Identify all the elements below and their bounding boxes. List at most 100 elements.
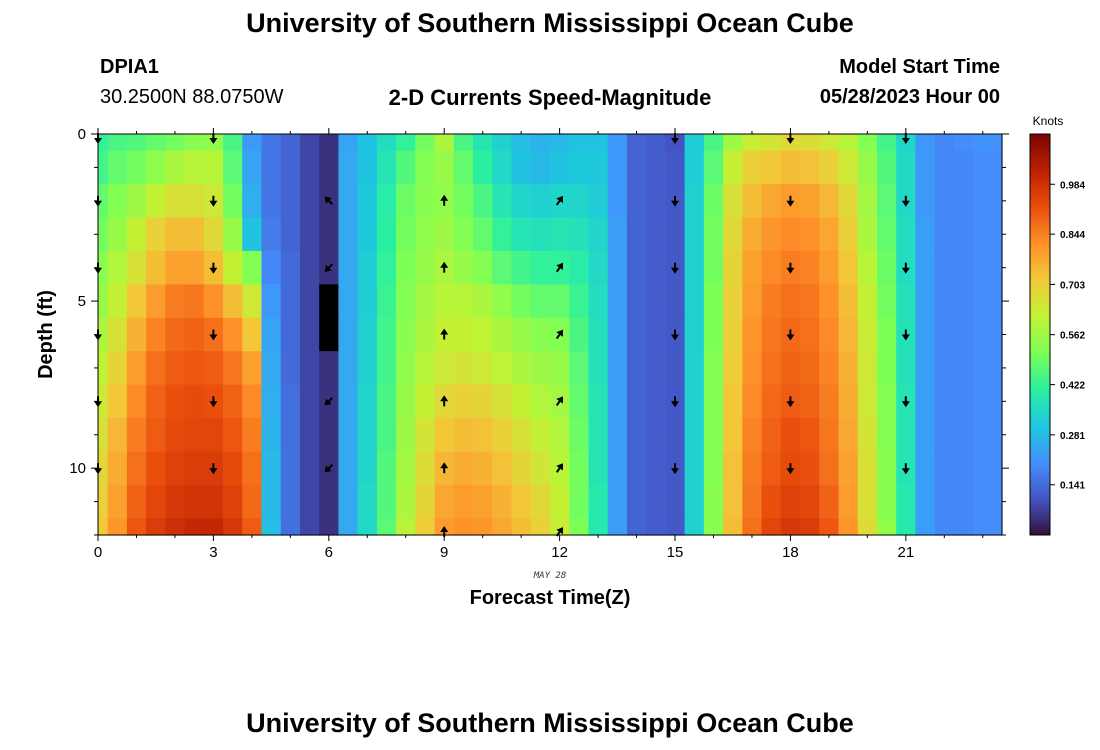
current-arrow xyxy=(440,328,449,340)
heatmap-cell xyxy=(953,418,974,453)
heatmap-cell xyxy=(800,451,820,486)
heatmap-cell xyxy=(434,284,455,319)
heatmap-cell xyxy=(299,384,320,419)
colorbar-segment xyxy=(1030,200,1050,205)
current-arrow xyxy=(901,133,910,144)
colorbar-segment xyxy=(1030,464,1050,469)
current-arrow xyxy=(324,463,334,473)
heatmap-cell xyxy=(723,250,743,285)
colorbar-segment xyxy=(1030,468,1050,473)
heatmap-cell xyxy=(146,284,166,319)
heatmap-cell xyxy=(223,217,243,252)
colorbar-segment xyxy=(1030,210,1050,215)
current-arrow xyxy=(671,133,679,144)
heatmap-cell xyxy=(184,384,205,419)
heatmap-cell xyxy=(396,418,416,453)
heatmap-cell xyxy=(761,184,782,219)
heatmap-cell xyxy=(203,351,224,386)
page-title: University of Southern Mississippi Ocean… xyxy=(246,8,854,38)
current-arrow xyxy=(209,329,218,341)
colorbar-tick-label: 0.844 xyxy=(1060,230,1085,241)
heatmap-cell xyxy=(934,484,955,519)
heatmap-cell xyxy=(723,351,743,386)
heatmap-cell xyxy=(646,451,666,486)
colorbar-segment xyxy=(1030,307,1050,312)
heatmap-cell xyxy=(646,184,666,219)
heatmap-cell xyxy=(98,317,109,352)
heatmap-cell xyxy=(376,284,397,319)
heatmap-cell xyxy=(280,351,301,386)
heatmap-cell xyxy=(511,317,532,352)
heatmap-cell xyxy=(492,484,513,519)
axes: 0 3 6 9 12 15 18 21 0 5 10 xyxy=(69,126,1009,561)
heatmap-cell xyxy=(107,217,128,252)
y-axis-label: Depth (ft) xyxy=(35,290,57,379)
current-arrow xyxy=(786,195,795,207)
heatmap-cell xyxy=(415,518,436,536)
heatmap-cell xyxy=(742,451,763,486)
colorbar-segment xyxy=(1030,347,1050,352)
heatmap-cell xyxy=(184,418,205,453)
heatmap-cell xyxy=(953,250,974,285)
heatmap-cell xyxy=(184,484,205,519)
heatmap-cell xyxy=(530,451,551,486)
heatmap-cell xyxy=(703,518,724,536)
heatmap-cell xyxy=(107,150,128,185)
heatmap-cell xyxy=(261,351,282,386)
heatmap-cell xyxy=(588,484,609,519)
heatmap-cell xyxy=(550,351,570,386)
heatmap-cell xyxy=(934,217,955,252)
heatmap-cell xyxy=(203,484,224,519)
heatmap-cell xyxy=(184,451,205,486)
heatmap-cell xyxy=(299,451,320,486)
heatmap-cell xyxy=(684,351,705,386)
heatmap-cell xyxy=(107,351,128,386)
heatmap-cell xyxy=(588,250,609,285)
heatmap-cell xyxy=(453,484,474,519)
heatmap-cell xyxy=(973,217,1003,252)
heatmap-cell xyxy=(723,217,743,252)
heatmap-cell xyxy=(357,150,378,185)
heatmap-cell xyxy=(242,284,263,319)
heatmap-cell xyxy=(588,217,609,252)
heatmap-cell xyxy=(857,250,878,285)
heatmap-cell xyxy=(492,217,513,252)
heatmap-cell xyxy=(492,284,513,319)
colorbar-segment xyxy=(1030,337,1050,342)
heatmap-cell xyxy=(492,518,513,536)
heatmap-cell xyxy=(819,150,840,185)
heatmap-cell xyxy=(626,184,647,219)
heatmap-cell xyxy=(511,250,532,285)
heatmap-cell xyxy=(357,351,378,386)
heatmap-cell xyxy=(299,351,320,386)
heatmap-cell xyxy=(761,518,782,536)
colorbar-segment xyxy=(1030,301,1050,305)
heatmap-cell xyxy=(800,418,820,453)
heatmap-cell xyxy=(299,134,320,152)
colorbar-segment xyxy=(1030,458,1050,462)
direction-arrows xyxy=(94,133,910,537)
heatmap-cell xyxy=(261,284,282,319)
colorbar-segment xyxy=(1030,247,1050,252)
heatmap-cell xyxy=(223,418,243,453)
heatmap-cell xyxy=(780,518,801,536)
colorbar-segment xyxy=(1030,441,1050,446)
heatmap-cell xyxy=(800,484,820,519)
heatmap-cell xyxy=(876,284,897,319)
colorbar-segment xyxy=(1030,140,1050,145)
heatmap-cell xyxy=(126,384,147,419)
heatmap-cell xyxy=(550,284,570,319)
heatmap-cell xyxy=(396,518,416,536)
heatmap-cell xyxy=(319,217,340,252)
heatmap-cell xyxy=(703,351,724,386)
colorbar-segment xyxy=(1030,511,1050,516)
heatmap-cell xyxy=(800,217,820,252)
heatmap-cell xyxy=(280,184,301,219)
heatmap-cell xyxy=(607,518,628,536)
heatmap-cell xyxy=(800,134,820,152)
heatmap-cell xyxy=(453,250,474,285)
heatmap-cell xyxy=(973,451,1003,486)
heatmap-cell xyxy=(953,484,974,519)
heatmap-cell xyxy=(530,518,551,536)
colorbar-segment xyxy=(1030,461,1050,466)
